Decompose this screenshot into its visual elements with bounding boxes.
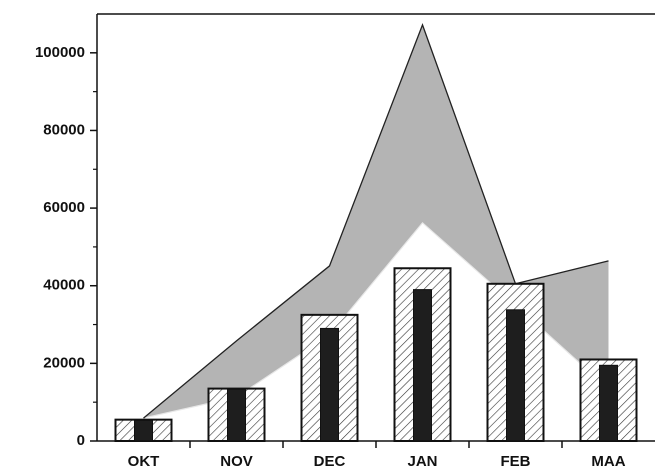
bar: [599, 364, 618, 442]
x-tick-label: OKT: [128, 453, 160, 470]
y-tick-label: 40000: [43, 277, 85, 294]
y-tick-label: 60000: [43, 199, 85, 216]
bar: [134, 419, 153, 442]
bar: [320, 327, 339, 442]
x-tick-label: FEB: [501, 453, 531, 470]
y-tick-label: 20000: [43, 354, 85, 371]
y-tick-label: 0: [77, 432, 85, 449]
bar: [413, 289, 432, 442]
band-fill: [143, 24, 609, 419]
bar: [227, 388, 246, 442]
band-upper-line: [143, 23, 609, 419]
x-tick-label: DEC: [314, 453, 346, 470]
bar: [506, 309, 525, 442]
x-tick-label: MAA: [591, 453, 625, 470]
y-tick-label: 100000: [35, 44, 85, 61]
x-tick-label: NOV: [220, 453, 253, 470]
y-tick-label: 80000: [43, 121, 85, 138]
x-tick-label: JAN: [407, 453, 437, 470]
